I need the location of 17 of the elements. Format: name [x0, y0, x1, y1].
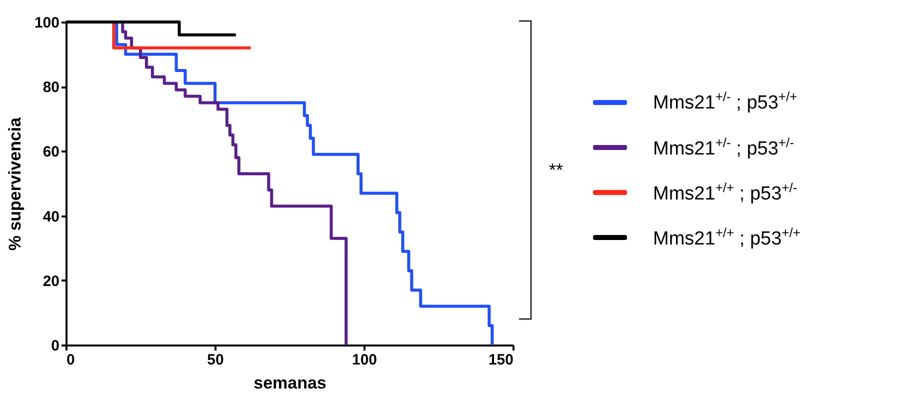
y-tick-label: 80 — [42, 79, 60, 96]
legend-label: Mms21$^{+/+}$ ; p53$^{+/+}$ — [653, 225, 800, 251]
legend-label: Mms21$^{+/-}$ ; p53$^{+/-}$ — [653, 134, 794, 160]
y-tick-label: 20 — [42, 272, 60, 290]
x-tick-label: 100 — [352, 352, 378, 368]
legend-label: Mms21$^{+/+}$ ; p53$^{+/-}$ — [653, 180, 798, 206]
text: ** — [549, 160, 564, 180]
y-tick-label: 60 — [42, 144, 60, 161]
y-tick-label: 40 — [42, 208, 60, 226]
x-axis-title: semanas — [254, 374, 326, 392]
x-tick-label: 0 — [66, 352, 75, 368]
x-tick-label: 50 — [207, 352, 224, 368]
y-axis-title: % supervivencia — [5, 116, 24, 251]
y-tick-label: 100 — [34, 14, 60, 32]
legend-label: Mms21$^{+/-}$ ; p53$^{+/+}$ — [653, 89, 798, 115]
y-tick-label: 0 — [51, 338, 60, 354]
x-tick-label: 150 — [488, 352, 514, 368]
